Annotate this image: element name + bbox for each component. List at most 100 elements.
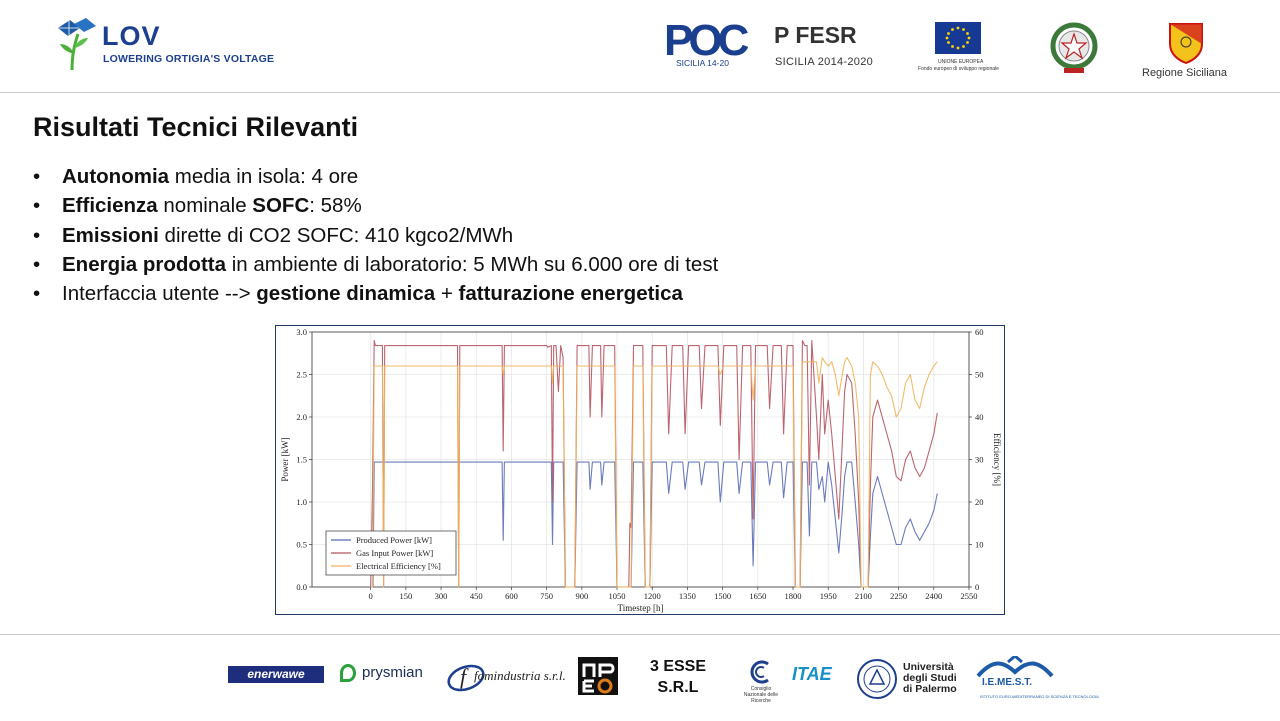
apeo-mark-icon	[578, 657, 618, 695]
bullet-bold: Efficienza	[62, 194, 158, 218]
chart-legend-label-1: Gas Input Power [kW]	[356, 548, 433, 558]
chart-canvas: 0 150 300 450 600 750 900 1050 1200 1350 1500 1650 1…	[280, 327, 1002, 613]
fomindustria-logo: f fomindustria s.r.l.	[446, 656, 566, 696]
bullet-item-energia: Energia prodotta in ambiente di laborato…	[33, 250, 718, 279]
power-efficiency-chart: 0 150 300 450 600 750 900 1050 1200 1350 1500 1650 1…	[275, 325, 1005, 615]
chart-x-tick-label: 1350	[679, 591, 696, 601]
bullet-item-emissioni: Emissioni dirette di CO2 SOFC: 410 kgco2…	[33, 221, 718, 250]
unipa-line2: degli Studi	[903, 672, 957, 684]
italian-republic-emblem	[1048, 20, 1100, 76]
unipa-line3: di Palermo	[903, 683, 957, 695]
chart-y-tick-label: 1.5	[296, 455, 307, 465]
tre-esse-logo: 3 ESSE S.R.L	[646, 656, 710, 700]
iemest-wave-icon	[976, 656, 1054, 678]
chart-x-tick-label: 150	[399, 591, 412, 601]
chart-y-axis-label: Power [kW]	[280, 437, 290, 481]
regione-logo-text: Regione Siciliana	[1142, 67, 1227, 79]
chart-legend-label-0: Produced Power [kW]	[356, 535, 432, 545]
fomindustria-swoosh-icon: f	[447, 664, 485, 692]
chart-x-tick-label: 2400	[925, 591, 942, 601]
chart-y-tick-label: 2.0	[296, 412, 307, 422]
poc-logo-text: POC	[664, 16, 749, 65]
eu-logo-line1: UNIONE EUROPEA	[938, 59, 984, 65]
chart-x-tick-label: 2250	[890, 591, 907, 601]
prysmian-logo: prysmian	[340, 662, 436, 686]
bullet-item-interfaccia: Interfaccia utente --> gestione dinamica…	[33, 279, 718, 308]
bullet-bold: fatturazione energetica	[458, 282, 683, 306]
bullet-text: media in isola: 4 ore	[169, 165, 359, 188]
chart-y-tick-label: 3.0	[296, 327, 307, 337]
prysmian-logo-text: prysmian	[362, 664, 423, 681]
chart-y2-tick-label: 40	[975, 412, 984, 422]
bullet-text: dirette di CO2 SOFC: 410 kgco2/MWh	[158, 223, 514, 247]
chart-x-tick-label: 2100	[855, 591, 872, 601]
chart-x-tick-label: 1950	[820, 591, 837, 601]
bullet-text: in ambiente di laboratorio: 5 MWh su 6.0…	[226, 252, 719, 276]
bullet-item-efficienza: Efficienza nominale SOFC: 58%	[33, 191, 718, 220]
chart-x-tick-label: 1500	[714, 591, 731, 601]
prysmian-mark-icon	[340, 664, 356, 682]
chart-y-tick-label: 2.5	[296, 370, 307, 380]
bullet-item-autonomia: Autonomia media in isola: 4 ore	[33, 162, 718, 191]
unipa-seal-icon	[857, 659, 897, 699]
header-bar: LOV LOWERING ORTIGIA'S VOLTAGE POC SICIL…	[0, 0, 1280, 93]
chart-x-tick-label: 0	[369, 591, 373, 601]
iemest-logo: I.E.ME.S.T. ISTITUTO EURO-MEDITERRANEO D…	[974, 656, 1099, 702]
poc-logo-subtitle: SICILIA 14-20	[676, 58, 729, 68]
chart-y-tick-label: 1.0	[296, 497, 307, 507]
bullet-bold: Emissioni	[62, 223, 159, 247]
chart-x-tick-label: 450	[470, 591, 483, 601]
chart-y2-tick-label: 20	[975, 497, 984, 507]
chart-x-axis-label: Timestep [h]	[618, 603, 664, 613]
chart-y2-tick-label: 50	[975, 370, 984, 380]
unipa-logo: Università degli Studi di Palermo	[856, 658, 960, 700]
logo-title: LOV	[102, 21, 161, 51]
bullet-text: : 58%	[309, 194, 362, 218]
chart-series-line-2	[370, 356, 938, 588]
chart-y-tick-label: 0.0	[296, 582, 307, 592]
fesr-logo: P FESR SICILIA 2014-2020	[774, 22, 874, 70]
bullet-bold: gestione dinamica	[256, 282, 436, 306]
slide-title: Risultati Tecnici Rilevanti	[33, 112, 359, 142]
eu-logo-line2: Fondo europeo di sviluppo regionale	[918, 66, 999, 72]
chart-y2-tick-label: 60	[975, 327, 984, 337]
fomindustria-logo-text: fomindustria s.r.l.	[474, 668, 566, 683]
eu-logo: UNIONE EUROPEA Fondo europeo di sviluppo…	[918, 22, 1000, 76]
tre-esse-line2: S.R.L	[657, 679, 699, 696]
fesr-logo-text: P FESR	[774, 22, 857, 48]
iemest-logo-subtitle: ISTITUTO EURO-MEDITERRANEO DI SCIENZA E …	[980, 694, 1099, 699]
cnr-logo: Consiglio Nazionale delle Ricerche	[738, 658, 782, 704]
chart-y-tick-label: 0.5	[296, 540, 307, 550]
bullet-list: Autonomia media in isola: 4 ore Efficien…	[33, 162, 718, 308]
logo-subtitle: LOWERING ORTIGIA'S VOLTAGE	[103, 53, 275, 65]
bullet-text: Interfaccia utente -->	[62, 282, 257, 306]
tre-esse-line1: 3 ESSE	[649, 658, 707, 675]
bullet-bold: Autonomia	[62, 165, 170, 188]
chart-legend-label-2: Electrical Efficiency [%]	[356, 561, 441, 571]
cnr-logo-text: Consiglio Nazionale delle Ricerche	[743, 686, 779, 704]
chart-x-tick-label: 2550	[961, 591, 978, 601]
chart-y2-tick-label: 30	[975, 455, 984, 465]
chart-x-tick-label: 1050	[609, 591, 626, 601]
poc-logo: POC SICILIA 14-20	[664, 16, 749, 70]
republic-emblem-icon	[1050, 22, 1098, 73]
solar-tree-icon	[58, 18, 96, 71]
bullet-text: nominale	[157, 194, 253, 218]
unipa-line1: Università	[903, 661, 954, 673]
chart-y2-tick-label: 0	[975, 582, 979, 592]
bullet-text: +	[435, 282, 459, 306]
footer-bar	[0, 634, 1280, 721]
lov-logo: LOV LOWERING ORTIGIA'S VOLTAGE	[54, 18, 294, 72]
chart-x-tick-label: 900	[575, 591, 588, 601]
chart-y2-tick-label: 10	[975, 540, 984, 550]
chart-x-tick-label: 1200	[644, 591, 661, 601]
enerwave-logo: enerwawe	[228, 666, 324, 683]
eu-flag-icon	[935, 22, 981, 54]
trinacria-shield-icon	[1169, 23, 1203, 64]
chart-series-line-0	[370, 461, 938, 588]
fesr-logo-subtitle: SICILIA 2014-2020	[775, 56, 874, 68]
unipa-logo-text: Università degli Studi di Palermo	[903, 662, 957, 695]
regione-siciliana-logo: Regione Siciliana	[1140, 22, 1232, 80]
chart-x-tick-label: 750	[540, 591, 553, 601]
chart-x-tick-label: 300	[435, 591, 448, 601]
